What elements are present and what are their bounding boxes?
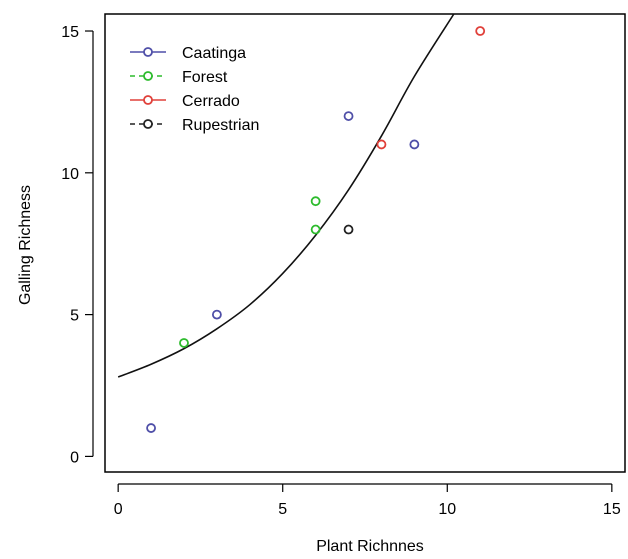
point-caatinga	[146, 423, 156, 433]
point-caatinga	[343, 111, 354, 121]
point-caatinga	[211, 309, 222, 320]
y-tick-label: 5	[70, 308, 79, 325]
fit-curve	[117, 14, 455, 378]
legend-label-forest: Forest	[182, 69, 228, 86]
legend-label-rupestrian: Rupestrian	[182, 117, 259, 134]
x-axis-title: Plant Richnnes	[316, 538, 424, 555]
y-tick-label: 15	[61, 24, 79, 41]
x-tick-label: 10	[438, 501, 456, 518]
points-layer	[146, 26, 486, 433]
legend: Caatinga Forest Cerrado Rupestrian	[130, 45, 259, 134]
legend-marker-rupestrian	[143, 119, 153, 129]
legend-label-caatinga: Caatinga	[182, 45, 246, 62]
legend-marker-forest	[143, 71, 153, 81]
legend-label-cerrado: Cerrado	[182, 93, 240, 110]
y-axis: 0 5 10 15	[61, 24, 94, 466]
point-forest	[310, 224, 321, 235]
x-tick-label: 0	[114, 501, 123, 518]
plot-frame	[104, 13, 626, 473]
point-forest	[310, 196, 321, 207]
point-forest	[179, 338, 189, 348]
x-tick-label: 5	[278, 501, 287, 518]
y-tick-label: 0	[70, 449, 79, 466]
x-tick-label: 15	[603, 501, 621, 518]
point-rupestrian	[343, 224, 354, 235]
point-cerrado	[376, 139, 387, 150]
legend-marker-cerrado	[143, 95, 153, 105]
y-axis-title: Galling Richness	[17, 185, 34, 305]
y-tick-label: 10	[61, 166, 79, 183]
x-axis: 0 5 10 15	[114, 483, 621, 518]
fit-curve-layer	[117, 14, 455, 378]
legend-marker-caatinga	[143, 47, 153, 57]
point-caatinga	[409, 139, 420, 150]
point-cerrado	[475, 26, 486, 36]
